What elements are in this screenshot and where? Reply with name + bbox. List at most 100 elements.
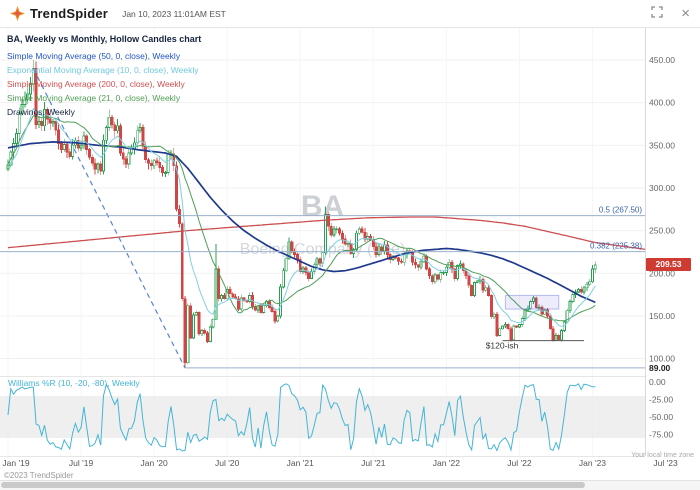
price-axis-label: 450.00: [649, 55, 675, 65]
candle-body: [585, 283, 589, 289]
candle-body: [413, 261, 417, 266]
candle-body: [54, 121, 58, 131]
chart-legend: BA, Weekly vs Monthly, Hollow Candles ch…: [7, 34, 201, 121]
candle-body: [17, 113, 21, 134]
candle-body: [281, 270, 285, 288]
candle-body: [419, 260, 423, 268]
last-price-badge: 209.53: [646, 258, 691, 272]
close-icon[interactable]: ×: [681, 5, 690, 22]
candle-body: [37, 121, 41, 126]
candle-body: [284, 258, 288, 272]
candle-body: [509, 328, 513, 341]
trendline-drawing[interactable]: [32, 68, 186, 369]
candle-body: [121, 152, 125, 160]
candle-body: [411, 251, 415, 263]
watermark-symbol: BA: [300, 190, 345, 223]
wr-axis-label: -50.00: [649, 412, 673, 422]
candle-body: [48, 118, 52, 124]
candle-body: [458, 263, 462, 266]
candle-body: [357, 228, 361, 234]
candle-body: [203, 330, 207, 334]
candle-body: [523, 309, 527, 319]
candle-body: [138, 126, 142, 132]
candle-body: [239, 297, 243, 310]
candle-body: [467, 275, 471, 286]
candle-body: [222, 295, 226, 300]
candle-body: [99, 163, 103, 172]
candle-body: [416, 264, 420, 268]
chart-title[interactable]: BA, Weekly vs Monthly, Hollow Candles ch…: [7, 34, 202, 44]
price-axis-label: 150.00: [649, 311, 675, 321]
x-axis-label: Jul '21: [361, 458, 386, 468]
candle-body: [402, 254, 406, 263]
candle-body: [155, 160, 159, 163]
candle-body: [512, 325, 516, 341]
candle-body: [93, 162, 97, 170]
candle-body: [147, 159, 150, 164]
candle-body: [557, 335, 561, 341]
candle-body: [59, 143, 63, 150]
candle-body: [548, 315, 552, 330]
copyright: ©2023 TrendSpider: [4, 471, 74, 480]
candle-body: [340, 232, 344, 240]
candle-body: [498, 328, 502, 336]
candle-body: [380, 246, 384, 252]
candle-body: [177, 208, 181, 225]
topbar: TrendSpider Jan 10, 2023 11:01AM EST ×: [0, 0, 700, 28]
candle-body: [593, 264, 597, 270]
candle-body: [489, 295, 493, 318]
candle-body: [492, 313, 496, 318]
legend-item-sma21[interactable]: Simple Moving Average (21, 0, close), We…: [7, 93, 181, 103]
candle-body: [175, 165, 179, 210]
scrollbar-thumb[interactable]: [1, 482, 585, 488]
chart-canvas[interactable]: 0.5 (267.50) 0.382 (225.38) 89.00 $120-ish 4…: [0, 28, 700, 470]
candle-body: [503, 324, 507, 327]
x-axis-label: Jul '23: [653, 458, 678, 468]
candle-body: [88, 149, 91, 158]
expand-icon[interactable]: [651, 5, 663, 23]
candle-body: [197, 312, 201, 335]
candle-body: [481, 278, 485, 291]
candle-body: [149, 162, 153, 167]
candle-body: [287, 241, 291, 260]
wr-axis-label: -25.00: [649, 395, 673, 405]
legend-item-sma200[interactable]: Simple Moving Average (200, 0, close), W…: [7, 79, 185, 89]
williams-r-label[interactable]: Williams %R (10, -20, -80), Weekly: [8, 378, 140, 388]
timezone-note[interactable]: Your local time zone: [631, 452, 694, 459]
legend-item-sma50[interactable]: Simple Moving Average (50, 0, close), We…: [7, 51, 181, 61]
candle-body: [29, 83, 32, 95]
candle-body: [385, 244, 389, 255]
sma21-line: [7, 115, 596, 322]
legend-item-ema10[interactable]: Exponential Moving Average (10, 0, close…: [7, 65, 199, 75]
chart-area[interactable]: BA Boeing Company (The) 0.5 (267.50) 0.38…: [0, 28, 700, 470]
candle-body: [71, 144, 75, 157]
candle-body: [475, 280, 479, 284]
legend-item-drawings[interactable]: Drawings, Weekly: [7, 107, 75, 117]
chart-timestamp: Jan 10, 2023 11:01AM EST: [122, 9, 226, 19]
candle-body: [582, 287, 586, 293]
candle-body: [397, 257, 401, 262]
candle-body: [45, 109, 49, 120]
candle-body: [529, 300, 533, 309]
candle-body: [68, 151, 72, 157]
trendspider-logo[interactable]: TrendSpider: [10, 6, 108, 21]
candle-body: [228, 289, 232, 295]
candle-body: [484, 287, 488, 291]
candle-body: [346, 242, 350, 245]
candle-body: [473, 282, 476, 296]
candle-body: [428, 268, 431, 277]
candle-body: [65, 144, 69, 153]
candle-body: [560, 330, 564, 341]
base-level-label: 89.00: [649, 363, 671, 373]
sma200-line: [7, 216, 646, 251]
rect-drawing[interactable]: [504, 294, 560, 310]
candle-body: [116, 125, 120, 132]
candle-body: [537, 306, 541, 309]
candle-body: [399, 260, 403, 263]
candle-body: [534, 297, 538, 308]
candle-body: [526, 307, 530, 311]
horizontal-scrollbar[interactable]: [0, 480, 700, 490]
footer: ©2023 TrendSpider: [0, 470, 700, 490]
candle-body: [343, 238, 347, 245]
